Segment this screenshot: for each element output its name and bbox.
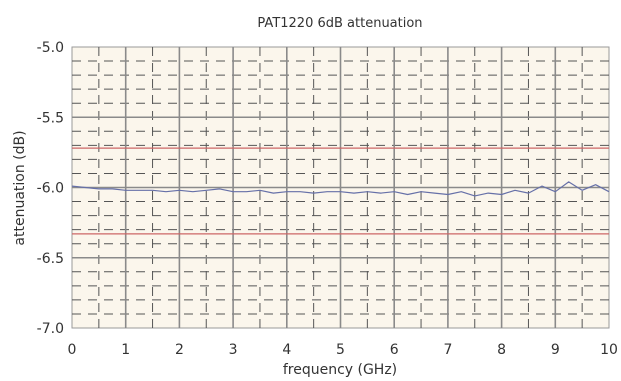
x-axis-label: frequency (GHz) xyxy=(283,362,397,378)
y-tick-labels: -5.0 -5.5 -6.0 -6.5 -7.0 xyxy=(37,40,64,337)
x-tick-labels: 0 1 2 3 4 5 6 7 8 9 10 xyxy=(68,342,618,358)
y-axis-label: attenuation (dB) xyxy=(12,130,28,245)
y-tick-label: -6.0 xyxy=(37,181,64,197)
x-tick-label: 4 xyxy=(282,342,291,358)
series-line xyxy=(71,181,610,197)
x-tick-label: 2 xyxy=(175,342,184,358)
x-tick-label: 6 xyxy=(390,342,399,358)
chart-title: PAT1220 6dB attenuation xyxy=(257,16,422,31)
reference-lines xyxy=(72,147,609,235)
y-tick-label: -5.5 xyxy=(37,110,64,126)
x-tick-label: 7 xyxy=(443,342,452,358)
y-tick-label: -6.5 xyxy=(37,251,64,267)
x-tick-label: 5 xyxy=(336,342,345,358)
major-grid xyxy=(72,47,609,328)
x-tick-label: 0 xyxy=(68,342,77,358)
x-tick-label: 10 xyxy=(600,342,618,358)
series-layer xyxy=(71,181,610,197)
x-tick-label: 9 xyxy=(551,342,560,358)
y-tick-label: -5.0 xyxy=(37,40,64,56)
x-tick-label: 1 xyxy=(121,342,130,358)
y-tick-label: -7.0 xyxy=(37,321,64,337)
x-tick-label: 8 xyxy=(497,342,506,358)
x-tick-label: 3 xyxy=(229,342,238,358)
